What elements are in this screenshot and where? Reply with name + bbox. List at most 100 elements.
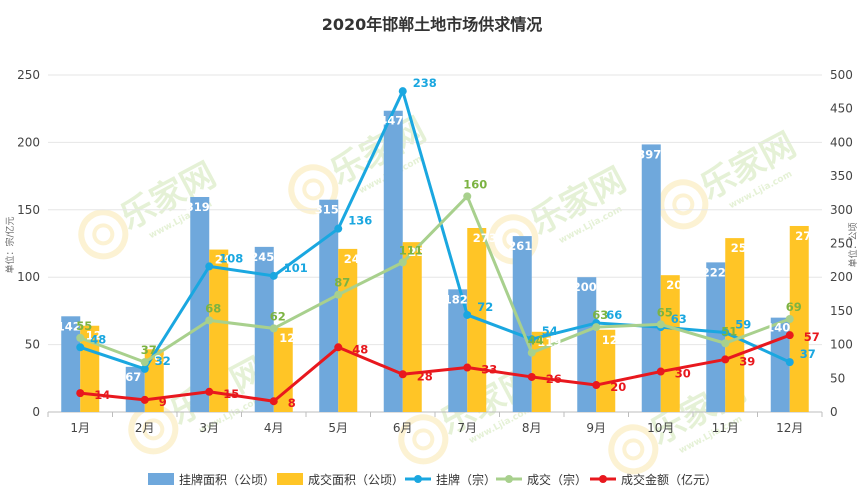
line-value-label: 32 — [155, 354, 171, 368]
bar-value-label: 122 — [602, 333, 626, 347]
legend-swatch — [277, 473, 303, 485]
series-point — [656, 367, 665, 376]
line-value-label: 28 — [417, 369, 433, 383]
right-tick-label: 200 — [830, 270, 853, 284]
snail-shell-inner-icon — [622, 438, 645, 461]
series-point — [527, 348, 536, 357]
snail-shell-inner-icon — [142, 418, 165, 441]
bar-value-label: 128 — [86, 329, 110, 343]
bar-value-label: 315 — [315, 203, 339, 217]
line-value-label: 20 — [610, 380, 626, 394]
bar — [596, 329, 616, 412]
snail-shell-icon — [398, 414, 449, 465]
bar — [254, 246, 274, 412]
series-point — [592, 323, 601, 332]
line-layer — [76, 87, 794, 406]
snail-shell-icon — [608, 424, 659, 475]
line-value-label: 33 — [481, 363, 497, 377]
left-axis-label: 单位：宗/亿元 — [4, 216, 16, 273]
bar — [383, 110, 403, 413]
bar-value-label: 242 — [344, 252, 368, 266]
bar-value-label: 119 — [537, 335, 561, 349]
x-tick-label: 1月 — [70, 421, 90, 435]
left-tick-label: 0 — [32, 405, 40, 419]
series-point — [205, 316, 214, 325]
right-tick-label: 450 — [830, 102, 853, 116]
legend-label: 成交面积（公顷） — [308, 472, 404, 487]
series-point — [398, 258, 407, 267]
line-value-label: 26 — [546, 372, 562, 386]
bar-value-label: 276 — [795, 229, 819, 243]
series-point — [721, 328, 730, 337]
series-point — [527, 372, 536, 381]
bar — [512, 236, 532, 412]
series-point — [334, 224, 343, 233]
line-value-label: 160 — [463, 177, 487, 191]
series-point — [785, 331, 794, 340]
left-tick-label: 100 — [17, 270, 40, 284]
bar — [789, 225, 809, 412]
series-point — [76, 389, 85, 398]
legend-swatch-dot — [505, 475, 513, 483]
series-point — [463, 310, 472, 319]
bar-value-label: 67 — [125, 370, 141, 384]
right-tick-label: 350 — [830, 169, 853, 183]
right-axis-label: 单位：公顷 — [847, 222, 859, 267]
line-value-label: 87 — [334, 276, 350, 290]
right-tick-label: 500 — [830, 68, 853, 82]
right-tick-label: 0 — [830, 405, 838, 419]
series-point — [463, 192, 472, 201]
legend-label: 挂牌（宗） — [436, 472, 496, 487]
bar-layer — [61, 110, 809, 413]
series-line — [79, 194, 791, 364]
x-tick-label: 4月 — [264, 421, 284, 435]
line-value-label: 8 — [288, 396, 296, 410]
line-value-label: 37 — [800, 347, 816, 361]
line-value-label: 66 — [606, 308, 622, 322]
bar-value-label: 258 — [731, 241, 755, 255]
line-value-label: 15 — [223, 387, 239, 401]
bar-value-label: 125 — [279, 331, 303, 345]
bar-value-label: 241 — [215, 253, 239, 267]
bar — [725, 238, 745, 412]
x-tick-label: 7月 — [457, 421, 477, 435]
line-value-label: 68 — [205, 301, 221, 315]
series-point — [269, 271, 278, 280]
bar-value-label: 397 — [637, 147, 661, 161]
bar — [660, 275, 680, 412]
series-point — [269, 397, 278, 406]
x-tick-label: 5月 — [328, 421, 348, 435]
bar-value-label: 252 — [408, 245, 432, 259]
series-point — [334, 290, 343, 299]
snail-shell-inner-icon — [672, 193, 695, 216]
x-tick-label: 6月 — [393, 421, 413, 435]
x-tick-label: 8月 — [522, 421, 542, 435]
series-point — [140, 395, 149, 404]
right-tick-label: 50 — [830, 371, 845, 385]
line-value-label: 72 — [477, 300, 493, 314]
right-tick-label: 300 — [830, 203, 853, 217]
legend-swatch-dot — [414, 475, 422, 483]
line-value-label: 63 — [592, 308, 608, 322]
line-value-label: 39 — [739, 354, 755, 368]
snail-shell-icon — [78, 209, 129, 260]
series-line — [80, 333, 791, 403]
snail-shell-inner-icon — [302, 178, 325, 201]
bar-value-label: 140 — [766, 321, 790, 335]
line-value-label: 101 — [284, 261, 308, 275]
snail-shell-inner-icon — [92, 223, 115, 246]
series-point — [76, 333, 85, 342]
series-point — [398, 370, 407, 379]
data-label-layer: 1426731924531544718226120039722214012893… — [57, 76, 820, 410]
series-point — [269, 324, 278, 333]
bar-value-label: 142 — [57, 319, 81, 333]
x-tick-label: 12月 — [776, 421, 803, 435]
line-value-label: 51 — [721, 324, 737, 338]
series-point — [656, 320, 665, 329]
line-value-label: 62 — [270, 309, 286, 323]
line-value-label: 37 — [141, 343, 157, 357]
series-point — [785, 358, 794, 367]
